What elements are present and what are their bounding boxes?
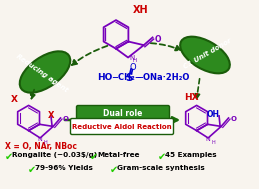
Text: ✔: ✔ — [110, 165, 118, 175]
Text: H: H — [43, 140, 47, 145]
Text: Rongalite (~0.03$/g): Rongalite (~0.03$/g) — [12, 152, 97, 158]
Text: H: H — [133, 58, 137, 63]
Text: 79-96% Yields: 79-96% Yields — [35, 165, 93, 171]
Text: Reducing agent: Reducing agent — [15, 53, 69, 93]
Text: ✔: ✔ — [5, 152, 13, 162]
Text: S: S — [125, 73, 133, 83]
Ellipse shape — [20, 51, 70, 93]
Text: X = O, NAr, NBoc: X = O, NAr, NBoc — [5, 142, 77, 151]
FancyBboxPatch shape — [70, 119, 174, 135]
Text: Metal-free: Metal-free — [97, 152, 140, 158]
Text: XH: XH — [133, 5, 149, 15]
FancyBboxPatch shape — [76, 105, 169, 122]
Text: ✔: ✔ — [90, 152, 98, 162]
Text: O: O — [231, 116, 237, 122]
Text: O: O — [63, 116, 69, 122]
Text: N: N — [38, 137, 42, 142]
Text: HX: HX — [184, 94, 198, 102]
Text: Dual role: Dual role — [103, 109, 143, 119]
Text: 45 Examples: 45 Examples — [165, 152, 217, 158]
Text: HO: HO — [97, 74, 112, 83]
Text: ✔: ✔ — [28, 165, 36, 175]
Text: C1 Unit donor: C1 Unit donor — [183, 38, 233, 70]
Text: N: N — [206, 137, 211, 142]
Ellipse shape — [180, 37, 230, 73]
Text: ✔: ✔ — [158, 152, 166, 162]
Text: H: H — [211, 140, 215, 145]
Text: N: N — [129, 55, 134, 61]
Text: Gram-scale synthesis: Gram-scale synthesis — [117, 165, 205, 171]
Text: −ONa·2H₂O: −ONa·2H₂O — [136, 74, 189, 83]
Text: Reductive Aldol Reaction: Reductive Aldol Reaction — [72, 124, 172, 130]
Text: OH: OH — [206, 110, 219, 119]
Text: X: X — [11, 95, 18, 105]
Text: O: O — [130, 64, 136, 73]
Text: X: X — [48, 111, 54, 120]
Text: O: O — [155, 35, 161, 44]
Text: −CH₂−: −CH₂− — [111, 74, 142, 83]
